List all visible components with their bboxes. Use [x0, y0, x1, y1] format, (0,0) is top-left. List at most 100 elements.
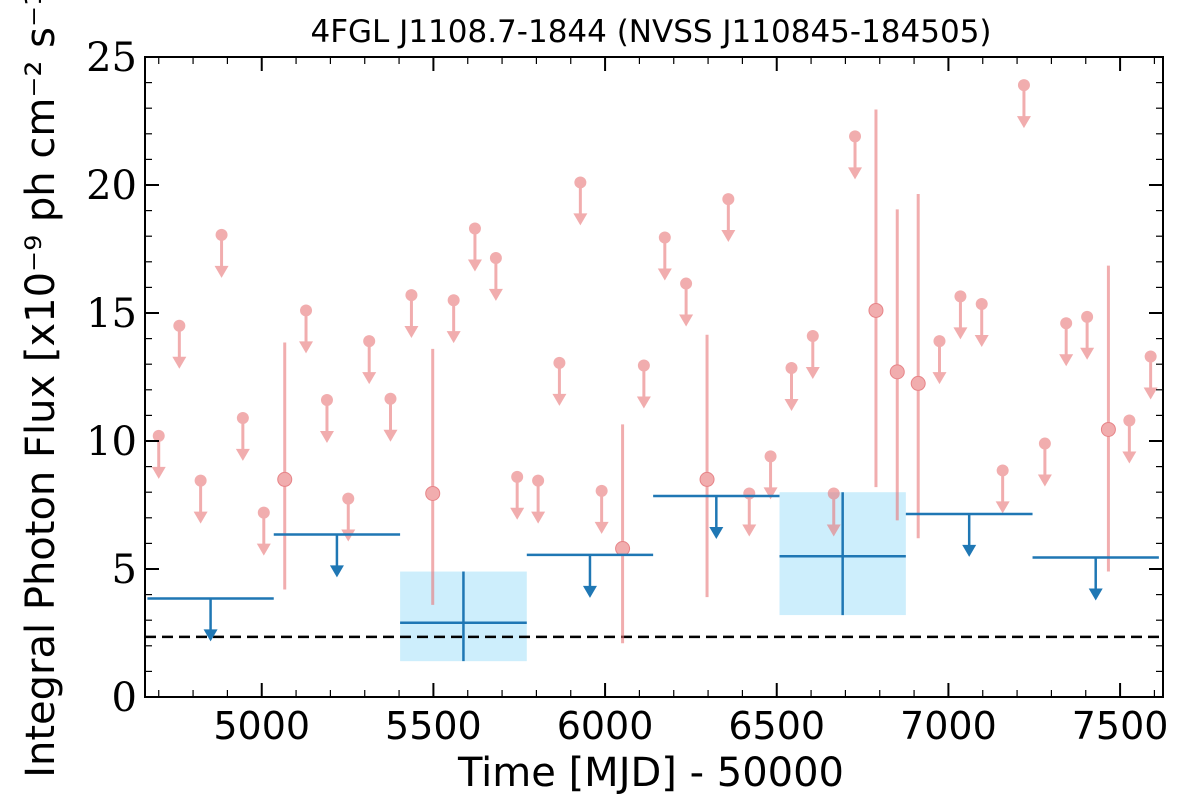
upper-limit-marker [342, 492, 355, 505]
upper-limit-point [594, 484, 609, 534]
upper-limit-marker [743, 487, 756, 500]
x-axis-label: Time [MJD] - 50000 [457, 750, 844, 796]
long-bin-upper-limit-arrowhead [709, 527, 724, 539]
upper-limit-point [214, 228, 229, 278]
y-tick-label: 15 [86, 291, 137, 337]
x-tick-label: 7500 [1072, 704, 1169, 748]
upper-limit-marker [300, 304, 313, 317]
upper-limit-point [974, 298, 989, 347]
upper-limit-marker [1017, 79, 1030, 92]
upper-limit-marker [637, 359, 650, 372]
detection-point [868, 109, 884, 488]
upper-limit-marker [384, 392, 397, 405]
upper-limit-arrowhead [510, 507, 525, 520]
upper-limit-point [848, 130, 863, 180]
y-tick-label: 25 [86, 35, 137, 81]
upper-limit-point [510, 470, 525, 520]
x-tick-label: 5000 [213, 704, 310, 748]
plot-area: 5000 5500 6000 6500 7000 7500 0 5 10 15 20 25 [86, 35, 1168, 748]
upper-limit-marker [996, 464, 1009, 477]
upper-limit-arrowhead [552, 393, 567, 406]
long-bin-upper-limit-arrowhead [962, 544, 977, 557]
upper-limit-marker [1081, 310, 1094, 323]
upper-limit-marker [574, 176, 587, 189]
long-bin-upper-limit-arrowhead [329, 565, 344, 578]
upper-limit-marker [363, 335, 376, 348]
x-tick-label: 6000 [557, 704, 654, 748]
upper-limit-marker [511, 470, 524, 483]
y-tick-label: 0 [112, 675, 137, 721]
upper-limit-arrowhead [1037, 474, 1052, 487]
upper-limit-point [531, 474, 546, 524]
upper-limit-marker [1038, 437, 1051, 450]
upper-limit-point [573, 176, 588, 226]
upper-limit-arrowhead [721, 230, 736, 243]
upper-limit-arrowhead [446, 331, 461, 344]
upper-limit-arrowhead [805, 367, 820, 379]
upper-limit-marker [849, 130, 862, 143]
upper-limit-point [721, 193, 736, 243]
detection-marker [910, 375, 926, 391]
upper-limit-arrowhead [679, 314, 694, 327]
upper-limit-marker [489, 251, 502, 264]
upper-limit-arrowhead [404, 326, 419, 339]
upper-limit-marker [320, 394, 333, 407]
upper-limit-arrowhead [995, 501, 1010, 514]
upper-limit-arrowhead [974, 335, 989, 347]
upper-limit-arrowhead [784, 399, 799, 411]
upper-limit-point [467, 222, 482, 272]
detection-point [277, 342, 293, 590]
upper-limit-marker [215, 228, 228, 241]
detection-marker [889, 364, 905, 380]
upper-limit-arrowhead [1122, 451, 1137, 464]
detection-point [699, 334, 715, 598]
upper-limit-point [1016, 79, 1031, 129]
x-tick-label: 7000 [900, 704, 997, 748]
detection-marker [615, 541, 631, 557]
upper-limit-arrowhead [932, 372, 947, 385]
long-bin-upper-limit-arrowhead [1088, 588, 1103, 601]
upper-limit-marker [975, 298, 988, 311]
upper-limit-marker [532, 474, 545, 487]
upper-limit-point [1037, 437, 1052, 487]
upper-limit-marker [933, 335, 946, 348]
upper-limit-arrowhead [742, 524, 757, 537]
upper-limit-point [995, 464, 1010, 514]
upper-limit-marker [152, 429, 165, 442]
upper-limit-point [763, 450, 778, 500]
upper-limit-arrowhead [193, 511, 208, 524]
long-bin-upper-limit-arrowhead [203, 629, 218, 642]
upper-limit-marker [236, 411, 249, 424]
upper-limit-arrowhead [235, 448, 250, 461]
upper-limit-arrowhead [826, 524, 841, 537]
upper-limit-arrowhead [763, 487, 778, 500]
y-tick-label: 10 [86, 419, 137, 465]
upper-limit-point [826, 487, 841, 537]
upper-limit-arrowhead [848, 167, 863, 180]
upper-limit-arrowhead [657, 268, 672, 281]
y-tick-label: 20 [86, 163, 137, 209]
detection-marker [277, 471, 293, 487]
chart-title: 4FGL J1108.7-1844 (NVSS J110845-184505) [310, 14, 991, 50]
upper-limit-marker [658, 231, 671, 244]
upper-limit-marker [1144, 350, 1157, 363]
upper-limit-arrowhead [1080, 347, 1095, 360]
detection-point [425, 348, 441, 605]
upper-limit-point [299, 304, 314, 354]
upper-limit-arrowhead [383, 429, 398, 442]
upper-limit-arrowhead [467, 259, 482, 272]
upper-limit-marker [468, 222, 481, 235]
y-axis-label: Integral Photon Flux [x10⁻⁹ ph cm⁻² s⁻¹] [18, 0, 64, 778]
upper-limit-point [1143, 350, 1158, 400]
upper-limit-point [362, 335, 377, 385]
upper-limit-point [805, 330, 820, 379]
upper-limit-point [488, 251, 503, 301]
detection-point [1100, 265, 1116, 572]
y-tick-label: 5 [112, 547, 137, 593]
upper-limit-point [1122, 414, 1137, 464]
detection-point [910, 193, 926, 539]
upper-limit-marker [257, 506, 270, 519]
detection-point [615, 424, 631, 644]
upper-limit-arrowhead [172, 356, 187, 369]
